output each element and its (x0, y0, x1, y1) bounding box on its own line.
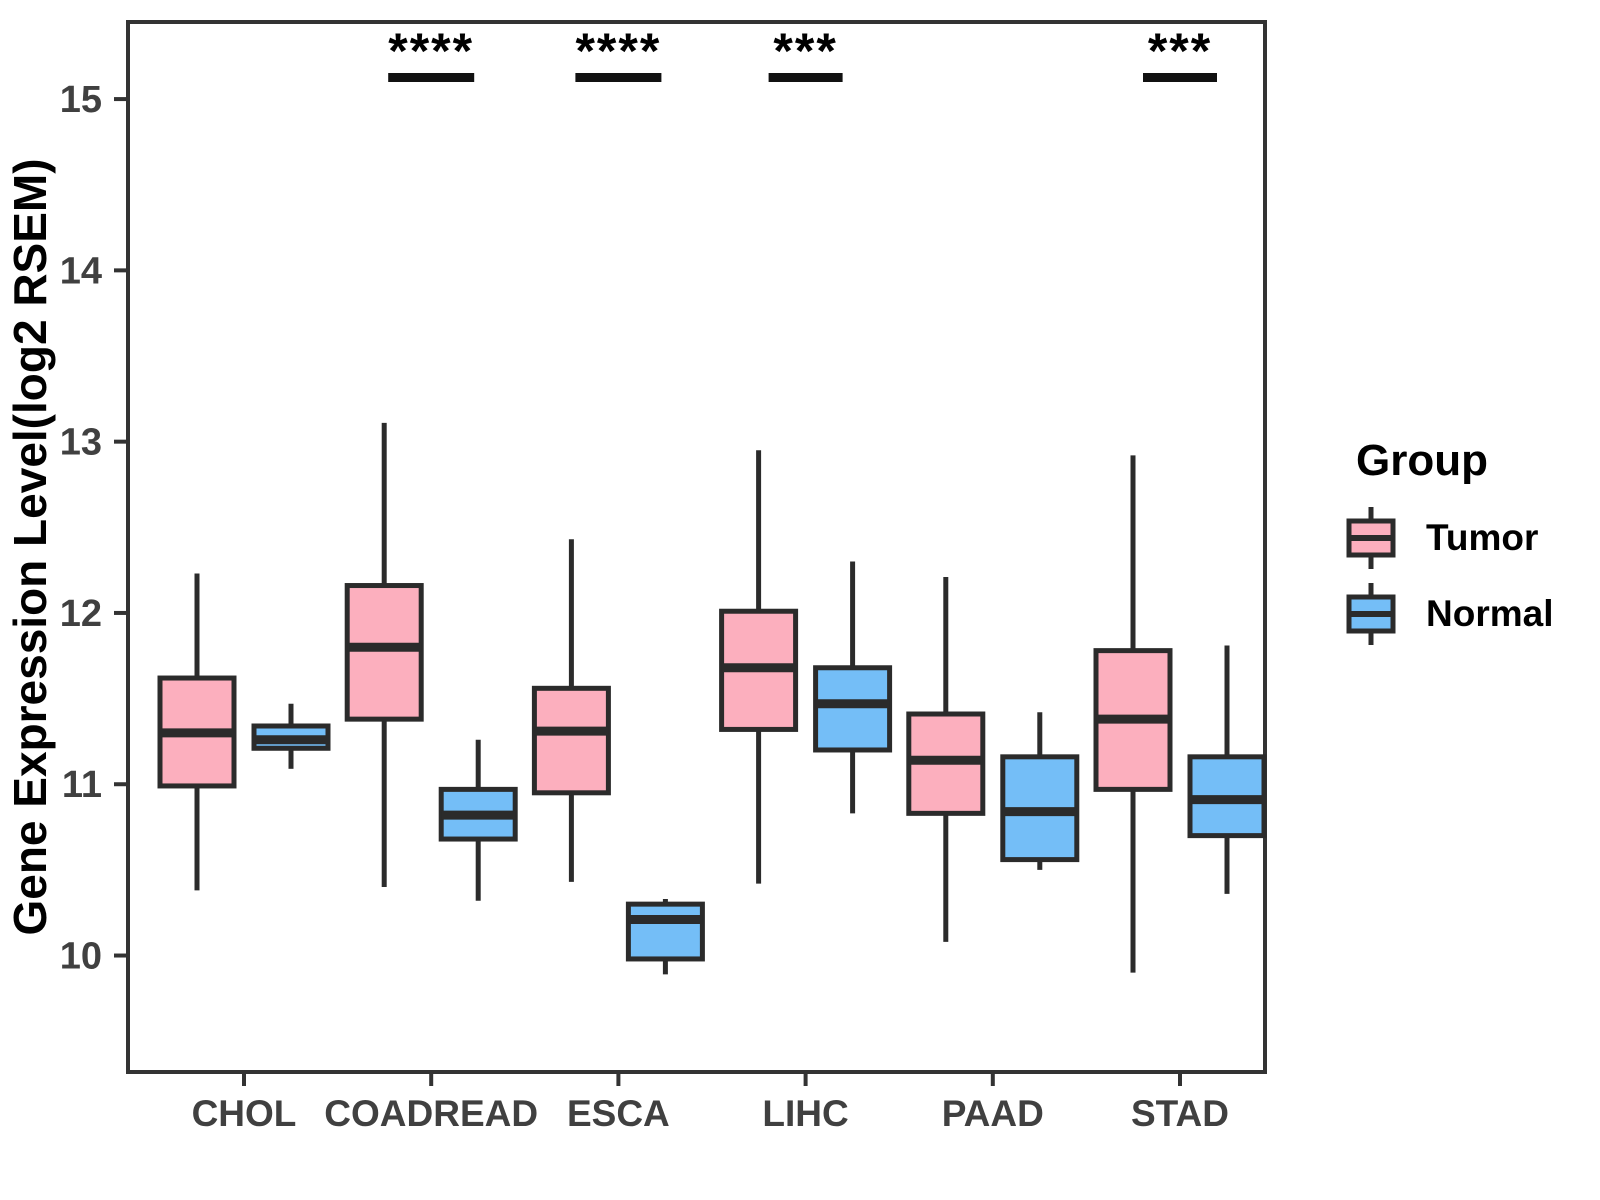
significance-bar (388, 73, 475, 82)
significance-stars: **** (388, 23, 474, 79)
iqr-box (625, 901, 705, 962)
significance-bar (768, 73, 843, 82)
plot-content: 10 11 12 13 14 15 CHOL COADREAD ESCA LIHC PAAD STAD… (60, 23, 1267, 1134)
box-coadread-normal (438, 739, 518, 901)
tumor-boxplot-swatch (1346, 507, 1396, 569)
y-tick-label: 14 (60, 250, 102, 292)
legend-title: Group (1356, 436, 1488, 485)
legend: Group Tumor Normal (1342, 436, 1553, 658)
y-tick-label: 15 (60, 79, 102, 121)
y-tick-label: 11 (62, 764, 102, 806)
x-tick-label-chol: CHOL (192, 1093, 297, 1134)
iqr-box (531, 685, 611, 796)
normal-boxplot-swatch (1346, 583, 1396, 645)
box-stad-tumor (1093, 455, 1173, 973)
significance-stars: *** (773, 23, 837, 79)
box-esca-normal (625, 898, 705, 975)
y-axis-title: Gene Expression Level(log2 RSEM) (4, 158, 56, 935)
y-tick-label: 10 (60, 936, 102, 978)
significance-stad: *** (1143, 23, 1217, 82)
legend-label-normal: Normal (1426, 593, 1554, 634)
plot-panel-border (126, 20, 1267, 1074)
legend-label-tumor: Tumor (1426, 517, 1539, 558)
box-chol-normal (251, 703, 331, 769)
y-tick-label: 13 (60, 422, 102, 464)
iqr-box (344, 583, 424, 722)
significance-lihc: *** (768, 23, 843, 82)
iqr-box (813, 665, 893, 753)
box-lihc-tumor (719, 450, 799, 884)
legend-item-normal: Normal (1342, 582, 1553, 646)
y-tick-label: 12 (60, 593, 102, 635)
legend-item-tumor: Tumor (1342, 506, 1553, 570)
significance-coadread: **** (388, 23, 475, 82)
box-stad-normal (1187, 645, 1267, 894)
significance-bar (1143, 73, 1217, 82)
x-tick-label-lihc: LIHC (762, 1093, 848, 1134)
box-paad-normal (1000, 712, 1080, 870)
significance-esca: **** (575, 23, 662, 82)
box-chol-tumor (157, 573, 237, 891)
x-tick-label-paad: PAAD (942, 1093, 1044, 1134)
x-tick-label-coadread: COADREAD (324, 1093, 538, 1134)
box-coadread-tumor (344, 422, 424, 888)
box-esca-tumor (531, 539, 611, 882)
x-tick-label-stad: STAD (1131, 1093, 1229, 1134)
box-lihc-normal (813, 561, 893, 814)
significance-bar (575, 73, 662, 82)
significance-stars: *** (1148, 23, 1212, 79)
significance-stars: **** (575, 23, 661, 79)
x-tick-label-esca: ESCA (567, 1093, 670, 1134)
box-paad-tumor (906, 576, 986, 942)
